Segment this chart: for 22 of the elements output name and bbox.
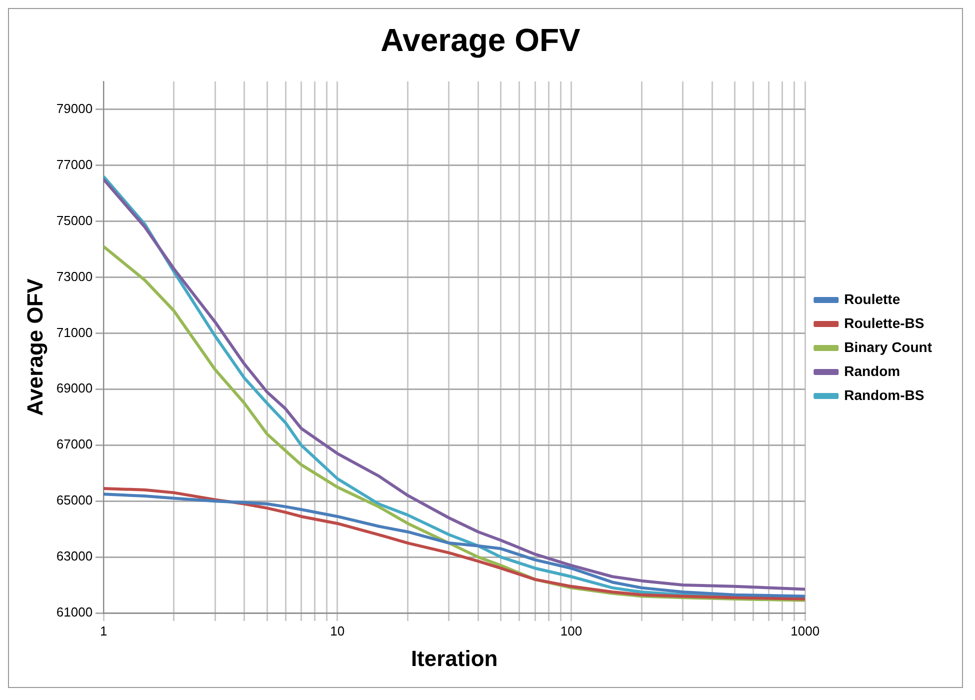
x-tick-label: 1000 (790, 623, 820, 638)
y-tick-label: 71000 (56, 324, 93, 340)
x-tick-label: 10 (330, 623, 345, 638)
y-tick-label: 67000 (56, 436, 93, 452)
x-axis-title: Iteration (410, 646, 498, 671)
chart-title: Average OFV (380, 22, 582, 58)
legend-label: Binary Count (844, 338, 932, 355)
y-tick-label: 79000 (56, 100, 93, 116)
x-tick-label: 100 (560, 623, 582, 638)
y-tick-label: 69000 (56, 380, 93, 396)
y-tick-label: 77000 (56, 156, 93, 172)
y-axis-title: Average OFV (22, 278, 48, 416)
x-tick-label: 1 (100, 623, 108, 638)
y-tick-label: 65000 (56, 492, 93, 508)
y-tick-label: 75000 (56, 212, 93, 228)
y-tick-label: 63000 (56, 548, 93, 564)
y-tick-label: 61000 (56, 604, 93, 620)
legend-label: Random (844, 362, 900, 379)
y-tick-label: 73000 (56, 268, 93, 284)
legend-label: Roulette (844, 290, 900, 307)
legend-label: Random-BS (844, 386, 924, 403)
legend-label: Roulette-BS (844, 314, 924, 331)
